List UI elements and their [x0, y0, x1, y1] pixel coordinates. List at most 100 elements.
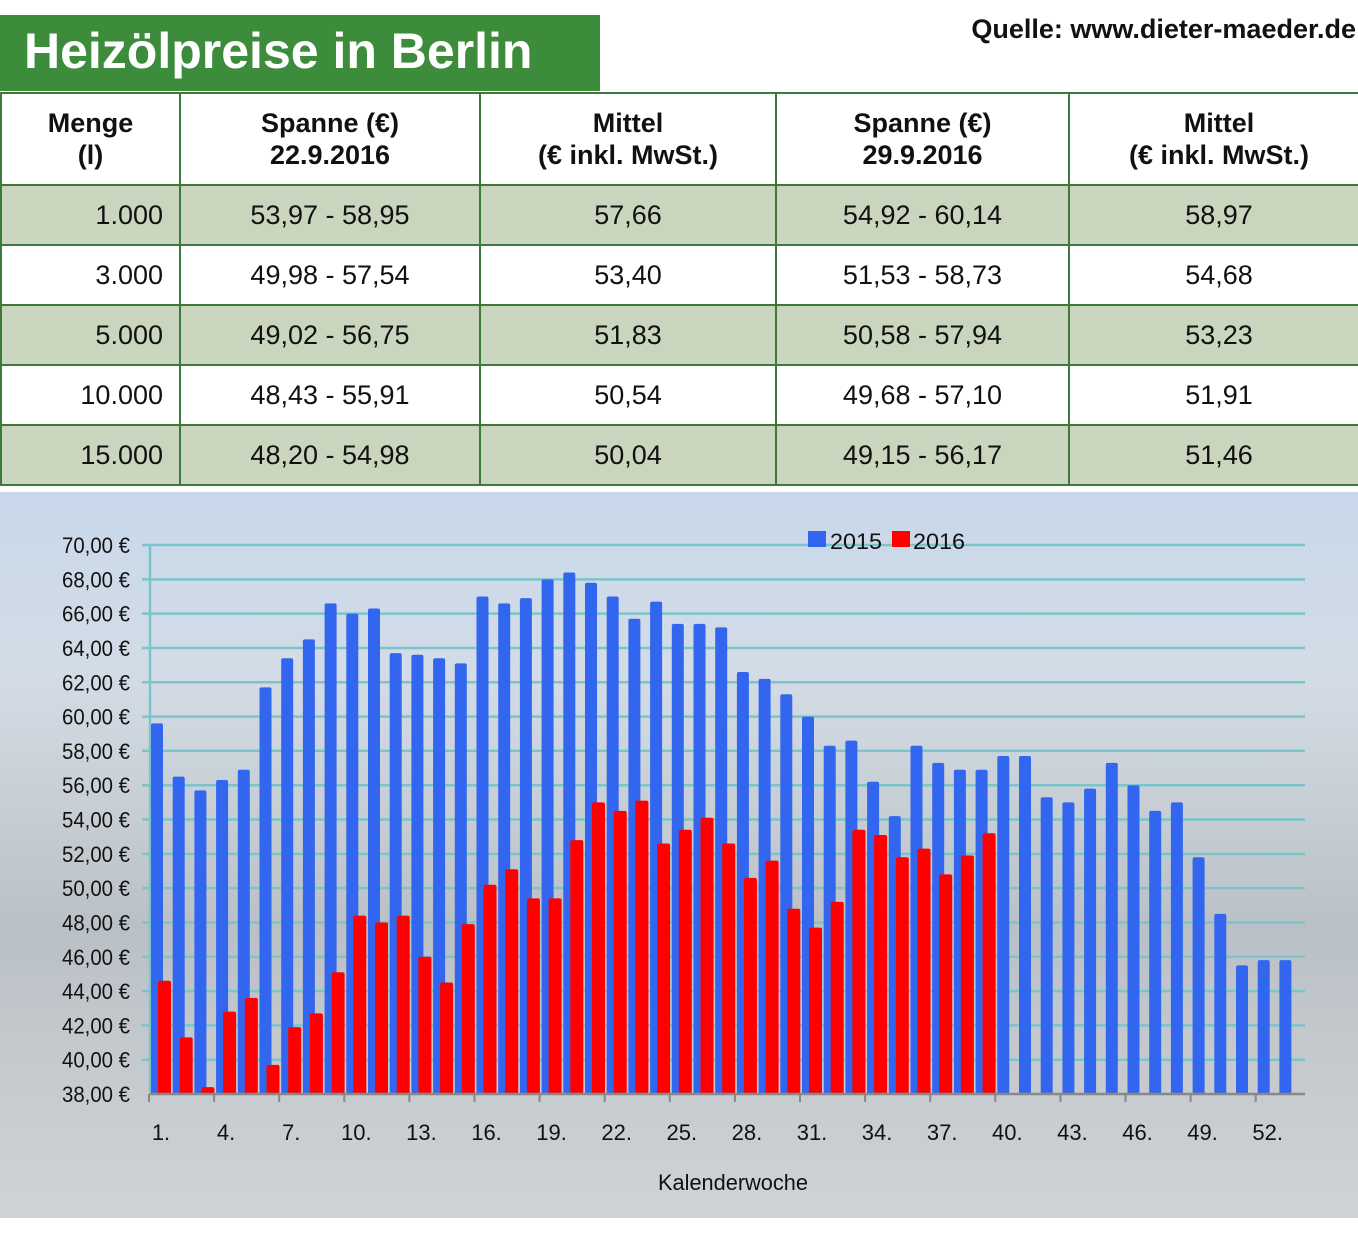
- bar-2015: [1192, 857, 1205, 1094]
- bar-2016: [592, 802, 605, 1094]
- bar-2016: [483, 884, 497, 1094]
- table-header-row: Menge (l) Spanne (€) 22.9.2016 Mittel (€ inkl…: [0, 92, 1358, 186]
- x-axis-label: Kalenderwoche: [658, 1170, 808, 1195]
- bar-2016: [657, 843, 671, 1094]
- table-cell: 53,40: [479, 244, 777, 306]
- x-tick-label: 49.: [1187, 1120, 1218, 1145]
- y-tick-label: 66,00 €: [62, 602, 130, 627]
- table-cell: 49,02 - 56,75: [179, 304, 481, 366]
- bar-2016: [461, 924, 475, 1094]
- header-line: (€ inkl. MwSt.): [1128, 140, 1309, 170]
- y-tick-label: 40,00 €: [62, 1048, 130, 1073]
- bar-2016: [440, 982, 454, 1094]
- bar-2016: [852, 829, 866, 1094]
- bar-2016: [244, 997, 258, 1094]
- bar-2016: [678, 829, 692, 1094]
- bar-2016: [613, 810, 627, 1094]
- legend-label-2016: 2016: [913, 529, 965, 554]
- table-cell: 48,20 - 54,98: [179, 424, 481, 486]
- table-row: 3.000 49,98 - 57,54 53,40 51,53 - 58,73 54,6…: [0, 244, 1358, 306]
- x-tick-label: 13.: [406, 1120, 437, 1145]
- x-tick-label: 31.: [797, 1120, 828, 1145]
- table-cell: 51,83: [479, 304, 777, 366]
- bar-2015: [1236, 965, 1248, 1094]
- x-tick-label: 19.: [536, 1120, 567, 1145]
- y-tick-label: 60,00 €: [62, 705, 130, 730]
- bar-2015: [281, 658, 294, 1094]
- y-tick-label: 56,00 €: [62, 773, 130, 798]
- header-line: Mittel: [592, 108, 664, 138]
- bar-2016: [223, 1011, 237, 1094]
- header-line: Spanne (€): [853, 108, 992, 138]
- x-tick-label: 25.: [667, 1120, 698, 1145]
- table-cell: 51,53 - 58,73: [775, 244, 1070, 306]
- x-tick-label: 7.: [282, 1120, 300, 1145]
- y-tick-label: 44,00 €: [62, 979, 130, 1004]
- header-line: (€ inkl. MwSt.): [537, 140, 718, 170]
- y-tick-label: 70,00 €: [62, 533, 130, 558]
- bar-2016: [396, 915, 410, 1094]
- column-header: Mittel (€ inkl. MwSt.): [479, 92, 777, 186]
- bar-2015: [1105, 762, 1118, 1094]
- x-tick-label: 43.: [1057, 1120, 1088, 1145]
- table-cell: 5.000: [0, 304, 181, 366]
- legend-swatch-2015: [808, 531, 826, 547]
- table-row: 1.000 53,97 - 58,95 57,66 54,92 - 60,14 58,9…: [0, 184, 1358, 246]
- header-line: Mittel: [1183, 108, 1255, 138]
- table-cell: 54,92 - 60,14: [775, 184, 1070, 246]
- y-tick-label: 58,00 €: [62, 739, 130, 764]
- bar-2016: [917, 848, 931, 1094]
- table-cell: 49,15 - 56,17: [775, 424, 1070, 486]
- table-cell: 58,97: [1068, 184, 1358, 246]
- bar-2016: [960, 855, 974, 1094]
- table-row: 5.000 49,02 - 56,75 51,83 50,58 - 57,94 53,2…: [0, 304, 1358, 366]
- y-tick-label: 52,00 €: [62, 842, 130, 867]
- y-tick-label: 38,00 €: [62, 1082, 130, 1107]
- bar-2015: [172, 776, 185, 1094]
- bar-2015: [1257, 960, 1270, 1094]
- bar-2016: [895, 857, 909, 1094]
- legend-swatch-2016: [892, 531, 910, 547]
- column-header: Spanne (€) 22.9.2016: [179, 92, 481, 186]
- bar-2016: [266, 1064, 280, 1094]
- y-tick-label: 48,00 €: [62, 910, 130, 935]
- x-tick-label: 40.: [992, 1120, 1023, 1145]
- bar-2015: [1214, 913, 1227, 1094]
- bar-2016: [548, 898, 562, 1094]
- x-tick-label: 4.: [217, 1120, 235, 1145]
- price-chart: 38,00 € 40,00 € 42,00 € 44,00 € 46,00 € 48,00…: [0, 492, 1358, 1218]
- y-tick-label: 68,00 €: [62, 567, 130, 592]
- x-tick-label: 28.: [732, 1120, 763, 1145]
- table-cell: 53,97 - 58,95: [179, 184, 481, 246]
- bar-2016: [722, 843, 736, 1094]
- bar-2016: [331, 972, 345, 1094]
- bar-2015: [259, 687, 272, 1094]
- column-header: Mittel (€ inkl. MwSt.): [1068, 92, 1358, 186]
- table-row: 10.000 48,43 - 55,91 50,54 49,68 - 57,10 51,…: [0, 364, 1358, 426]
- x-tick-label: 22.: [601, 1120, 632, 1145]
- x-tick-label: 10.: [341, 1120, 372, 1145]
- table-cell: 15.000: [0, 424, 181, 486]
- price-table: Menge (l) Spanne (€) 22.9.2016 Mittel (€ inkl…: [0, 92, 1358, 486]
- y-tick-label: 54,00 €: [62, 808, 130, 833]
- bar-2016: [309, 1013, 323, 1094]
- bar-2016: [288, 1027, 302, 1094]
- bar-2015: [302, 639, 315, 1094]
- y-tick-label: 42,00 €: [62, 1013, 130, 1038]
- bar-2016: [418, 956, 432, 1094]
- bar-2016: [809, 927, 822, 1094]
- y-tick-label: 46,00 €: [62, 945, 130, 970]
- table-cell: 50,58 - 57,94: [775, 304, 1070, 366]
- bar-2015: [1084, 788, 1097, 1094]
- table-cell: 51,46: [1068, 424, 1358, 486]
- bar-2015: [1279, 960, 1292, 1094]
- bar-2015: [1062, 802, 1075, 1094]
- header-line: 22.9.2016: [269, 140, 391, 170]
- bar-2016: [743, 877, 757, 1094]
- header-line: 29.9.2016: [862, 140, 983, 170]
- bar-2015: [1170, 802, 1183, 1094]
- bar-2015: [1019, 756, 1031, 1094]
- bar-2015: [1040, 797, 1053, 1094]
- bar-2016: [787, 908, 801, 1094]
- bar-2016: [939, 874, 953, 1094]
